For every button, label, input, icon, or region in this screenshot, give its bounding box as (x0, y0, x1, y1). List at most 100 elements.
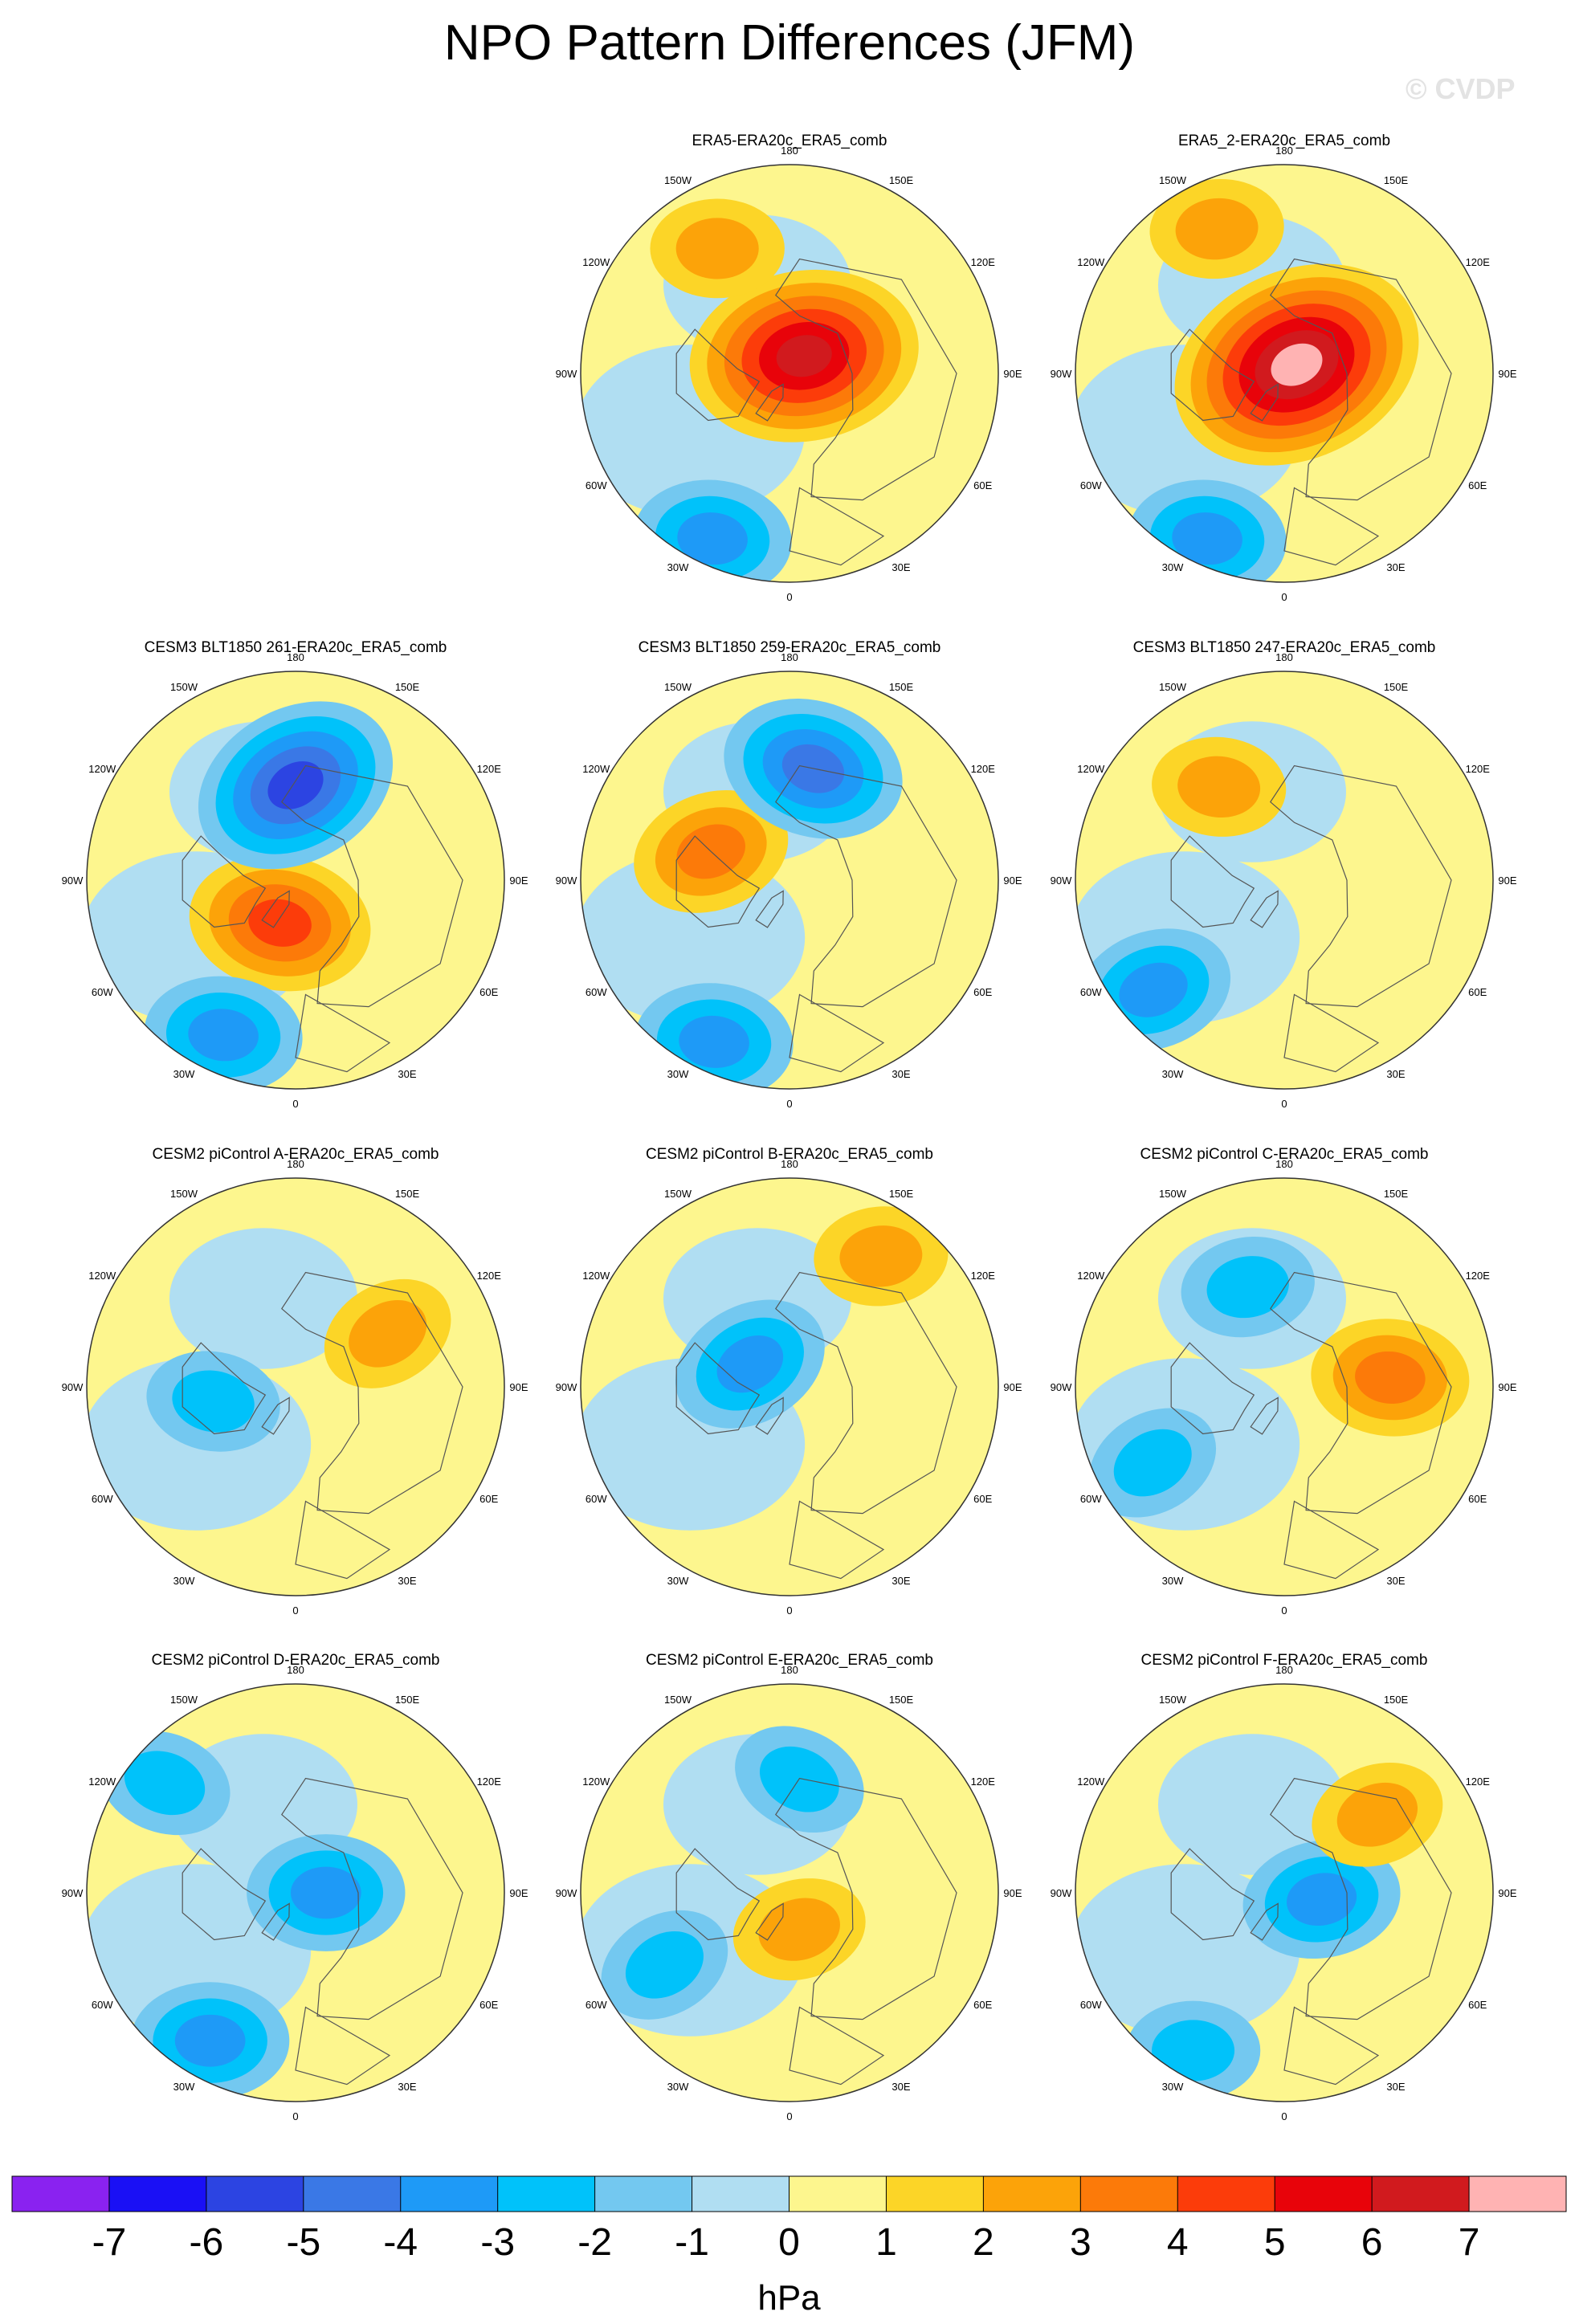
coastline (1250, 383, 1279, 422)
positive-anomaly-contour (776, 335, 832, 377)
panel-title: CESM2 piControl A-ERA20c_ERA5_comb (153, 1146, 439, 1163)
lon-label: 120W (88, 1776, 116, 1788)
cvdp-watermark: © CVDP (1406, 72, 1516, 105)
positive-anomaly-contour (675, 218, 759, 279)
colorbar-bin (497, 2176, 596, 2212)
lon-label: 150E (1384, 174, 1409, 186)
lon-label: 60E (479, 986, 498, 998)
coastline (1170, 1342, 1255, 1435)
lon-label: 60W (92, 1493, 113, 1505)
lon-label: 60E (1468, 986, 1487, 998)
negative-anomaly-contour (124, 1751, 206, 1816)
negative-anomaly-contour (1119, 962, 1188, 1017)
coastline (675, 1342, 761, 1435)
negative-anomaly-contour (1113, 1429, 1192, 1497)
lon-label: 120W (582, 763, 610, 775)
coastline (295, 1500, 391, 1580)
positive-anomaly-contour (1175, 198, 1259, 260)
lon-label: 90W (1051, 1381, 1072, 1393)
lon-label: 30E (892, 1575, 910, 1587)
lon-label: 60W (1080, 1999, 1102, 2011)
lon-label: 60E (973, 986, 992, 998)
coastline (675, 328, 761, 422)
colorbar-bin (789, 2176, 887, 2212)
coastline (281, 1271, 463, 1515)
colorbar-bin (1372, 2176, 1470, 2212)
positive-anomaly-contour (349, 1299, 427, 1368)
negative-anomaly-contour (677, 512, 748, 565)
colorbar-bin (108, 2176, 207, 2212)
positive-anomaly-contour (1177, 756, 1261, 818)
coastline (281, 1777, 463, 2020)
colorbar-tick-label: 3 (1070, 2221, 1091, 2264)
lon-label: 150W (1159, 1694, 1187, 1706)
lon-label: 0 (1281, 1098, 1287, 1110)
coastline (755, 1396, 784, 1435)
lon-label: 90W (556, 368, 577, 380)
coastline (755, 383, 784, 422)
map-border (1075, 164, 1494, 583)
coastline (1250, 1902, 1279, 1941)
lon-label: 150W (170, 1188, 198, 1200)
panel-title: CESM2 piControl F-ERA20c_ERA5_comb (1141, 1652, 1428, 1669)
positive-anomaly-contour (839, 1225, 923, 1287)
coastline (281, 764, 463, 1008)
colorbar-bin (206, 2176, 304, 2212)
lon-label: 30E (1386, 561, 1405, 573)
lon-label: 30W (1162, 1068, 1184, 1080)
coastline (1250, 1396, 1279, 1435)
map-border (86, 1683, 505, 2102)
coastline (1283, 487, 1380, 566)
colorbar-tick-label: -6 (190, 2221, 224, 2264)
lon-label: 150W (1159, 1188, 1187, 1200)
panel-title: CESM3 BLT1850 247-ERA20c_ERA5_comb (1133, 639, 1436, 656)
lon-label: 120E (971, 256, 996, 268)
coastline (261, 1902, 290, 1941)
colorbar-bin (12, 2176, 110, 2212)
colorbar-bin (983, 2176, 1081, 2212)
lon-label: 150W (664, 1694, 692, 1706)
lon-label: 60W (92, 986, 113, 998)
colorbar-tick-label: 7 (1459, 2221, 1480, 2264)
lon-label: 90E (1498, 875, 1516, 887)
colorbar-bin (594, 2176, 693, 2212)
lon-label: 60W (585, 479, 607, 491)
lon-label: 150E (889, 681, 914, 693)
coastline (1270, 1271, 1452, 1515)
lon-label: 90E (1003, 875, 1022, 887)
coastline (1283, 993, 1380, 1073)
panel-title: CESM3 BLT1850 261-ERA20c_ERA5_comb (145, 639, 447, 656)
lon-label: 0 (786, 1098, 792, 1110)
lon-label: 30W (667, 1575, 689, 1587)
map-border (580, 164, 999, 583)
lon-label: 30W (1162, 561, 1184, 573)
lon-label: 150E (1384, 1694, 1409, 1706)
negative-anomaly-contour (1172, 512, 1242, 565)
coastline (1283, 1500, 1380, 1580)
lon-label: 90E (1003, 368, 1022, 380)
lon-label: 0 (786, 1604, 792, 1617)
coastline (755, 1902, 784, 1941)
lon-label: 120E (1466, 1776, 1491, 1788)
lon-label: 30W (173, 1575, 195, 1587)
negative-anomaly-contour (188, 1009, 259, 1062)
lon-label: 120E (971, 1270, 996, 1282)
lon-label: 180 (287, 1158, 304, 1170)
lon-label: 0 (1281, 1604, 1287, 1617)
lon-label: 60E (479, 1999, 498, 2011)
lon-label: 0 (786, 591, 792, 603)
coastline (755, 890, 784, 928)
colorbar-tick-label: 5 (1264, 2221, 1286, 2264)
lon-label: 30W (667, 1068, 689, 1080)
lon-label: 180 (1275, 145, 1293, 157)
lon-label: 90E (1498, 1887, 1516, 1899)
lon-label: 120W (582, 256, 610, 268)
lon-label: 180 (781, 145, 798, 157)
lon-label: 90W (62, 1887, 84, 1899)
